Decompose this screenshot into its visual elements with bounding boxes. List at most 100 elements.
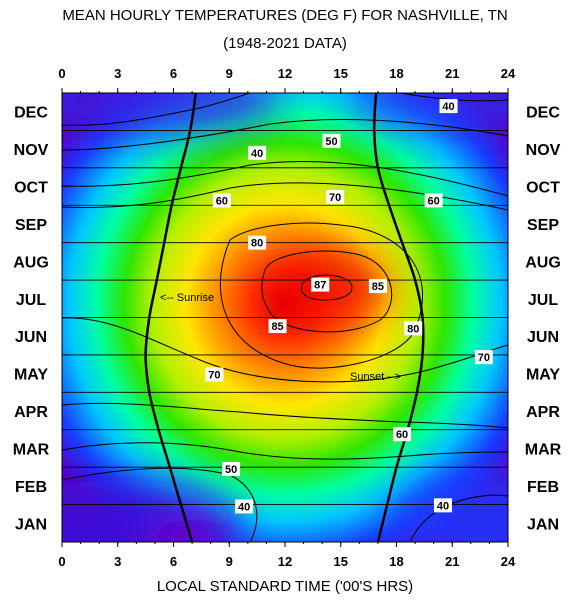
contour-label-box: [393, 427, 412, 442]
month-label-right: APR: [526, 404, 560, 421]
contour-label: 80: [248, 235, 267, 250]
month-label-right: FEB: [527, 479, 559, 496]
x-tick-label-top: 3: [114, 66, 121, 81]
contour-label-box: [248, 145, 267, 160]
contour-label: 40: [248, 145, 267, 160]
contour-label-text: 80: [251, 238, 263, 250]
month-label-left: JUL: [16, 292, 46, 309]
contour-label: 70: [205, 367, 224, 382]
contour-label-box: [368, 279, 387, 294]
contour-label-box: [326, 190, 345, 205]
chart-title: MEAN HOURLY TEMPERATURES (DEG F) FOR NAS…: [62, 7, 508, 24]
contour-label-box: [205, 367, 224, 382]
x-tick-label-bottom: 3: [114, 554, 121, 569]
contour-label-box: [248, 235, 267, 250]
contour-label-box: [322, 133, 341, 148]
contour-label-text: 60: [216, 195, 228, 207]
contour-label-text: 50: [325, 136, 337, 148]
contour-label-text: 40: [251, 148, 263, 160]
month-label-right: MAY: [526, 367, 560, 384]
x-tick-label-top: 21: [445, 66, 459, 81]
contour-label: 40: [235, 499, 254, 514]
contour-label-text: 50: [225, 464, 237, 476]
x-tick-label-bottom: 0: [58, 554, 65, 569]
contour-label: 87: [311, 277, 330, 292]
contour-label-text: 70: [478, 352, 490, 364]
contour-label: 50: [222, 462, 241, 477]
month-label-left: SEP: [15, 217, 47, 234]
x-tick-label-top: 9: [226, 66, 233, 81]
contour-label-box: [311, 277, 330, 292]
month-label-right: JUN: [527, 329, 559, 346]
contour-label: 85: [368, 279, 387, 294]
contour-label-text: 80: [407, 323, 419, 335]
month-label-left: DEC: [14, 105, 48, 122]
month-label-right: SEP: [527, 217, 559, 234]
contour-label-box: [424, 193, 443, 208]
contour-label-text: 60: [396, 429, 408, 441]
month-label-left: JAN: [15, 516, 47, 533]
month-label-left: JUN: [15, 329, 47, 346]
contour-label: 50: [322, 133, 341, 148]
contour-label-box: [235, 499, 254, 514]
contour-label: 70: [326, 190, 345, 205]
sunset-annotation: Sunset -->: [350, 371, 401, 383]
contour-label-box: [439, 99, 458, 114]
month-label-left: AUG: [13, 254, 49, 271]
x-tick-label-top: 18: [389, 66, 403, 81]
contour-label-box: [433, 498, 452, 513]
x-tick-label-top: 15: [334, 66, 348, 81]
x-tick-label-bottom: 15: [334, 554, 348, 569]
contour-label: 70: [474, 350, 493, 365]
contour-label: 40: [439, 99, 458, 114]
month-label-right: OCT: [526, 180, 560, 197]
month-label-left: OCT: [14, 180, 48, 197]
month-label-left: MAR: [13, 441, 50, 458]
x-tick-label-top: 0: [58, 66, 65, 81]
month-label-right: NOV: [526, 142, 561, 159]
contour-label-text: 60: [428, 195, 440, 207]
month-labels: JAN JAN FEB FEB MAR MAR APR APR MAY MAY JUN JUN JUL J…: [13, 105, 562, 534]
chart-subtitle: (1948-2021 DATA): [223, 35, 347, 52]
month-label-right: JAN: [527, 516, 559, 533]
sunset-line: [372, 92, 425, 543]
x-tick-label-bottom: 18: [389, 554, 403, 569]
contour-labels: 40 40 50 60 70 60 80 87 85 85 80 70 70 60 50 40 40: [205, 99, 493, 514]
contour-label: 60: [212, 193, 231, 208]
x-tick-label-bottom: 6: [170, 554, 177, 569]
contour-label-box: [404, 321, 423, 336]
contour-label-text: 40: [238, 501, 250, 513]
contour-label: 85: [268, 319, 287, 334]
month-label-right: AUG: [525, 254, 561, 271]
contour-label-box: [474, 350, 493, 365]
x-tick-label-top: 12: [278, 66, 292, 81]
contour-label: 60: [393, 427, 412, 442]
contour-label-text: 87: [314, 280, 326, 292]
contour-label-text: 85: [271, 321, 283, 333]
contour-label: 80: [404, 321, 423, 336]
contour-label: 40: [433, 498, 452, 513]
sunrise-line: [144, 92, 198, 543]
month-label-right: MAR: [525, 441, 562, 458]
month-label-right: DEC: [526, 105, 560, 122]
x-tick-label-bottom: 9: [226, 554, 233, 569]
sun-lines: [144, 92, 425, 543]
x-tick-label-bottom: 12: [278, 554, 292, 569]
contour-label-box: [222, 462, 241, 477]
contour-label-text: 85: [372, 281, 384, 293]
month-label-left: NOV: [14, 142, 49, 159]
contour-label-text: 40: [437, 500, 449, 512]
month-label-left: APR: [14, 404, 48, 421]
contour-label-box: [268, 319, 287, 334]
contour-label: 60: [424, 193, 443, 208]
contour-label-box: [212, 193, 231, 208]
x-tick-label-top: 6: [170, 66, 177, 81]
contour-label-text: 70: [329, 192, 341, 204]
month-label-left: MAY: [14, 367, 48, 384]
x-tick-label-top: 24: [501, 66, 516, 81]
month-label-right: JUL: [528, 292, 558, 309]
month-label-left: FEB: [15, 479, 47, 496]
x-tick-label-bottom: 24: [501, 554, 516, 569]
contour-label-text: 70: [208, 369, 220, 381]
